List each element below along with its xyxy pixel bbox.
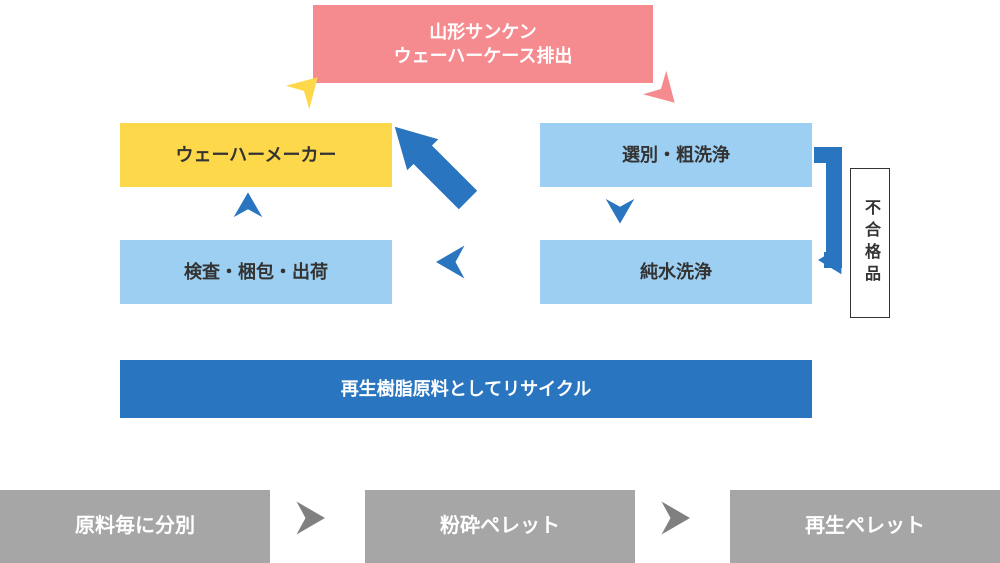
arrow-a_sort_fail_elbow (814, 155, 841, 274)
arrow-a_source_to_wafer (286, 66, 329, 109)
arrows-layer (0, 0, 1000, 563)
arrow-a_inspect_to_wafer (234, 192, 263, 217)
arrow-a_bottom_2 (662, 502, 691, 535)
arrow-a_sort_to_inspect_big (379, 111, 483, 215)
arrow-a_bottom_1 (297, 502, 326, 535)
arrow-a_sort_to_purewash (606, 199, 635, 224)
diagram-stage: 山形サンケンウェーハーケース排出ウェーハーメーカー選別・粗洗浄検査・梱包・出荷純… (0, 0, 1000, 563)
arrow-a_purewash_to_inspect (436, 246, 465, 279)
arrow-a_source_to_sort (643, 71, 686, 114)
